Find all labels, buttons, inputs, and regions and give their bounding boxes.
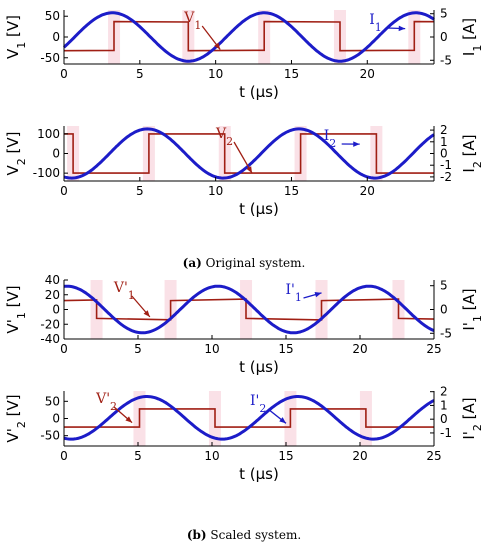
x-tick-label: 0	[60, 67, 68, 81]
y2-tick-label: -5	[440, 326, 452, 340]
series-v1-line	[63, 20, 435, 52]
x-tick-label: 10	[208, 67, 223, 81]
x-axis-title: t (μs)	[239, 83, 279, 101]
x-tick-label: 20	[352, 449, 367, 463]
y-tick-label: 20	[45, 288, 60, 302]
y-tick-label: 100	[37, 127, 60, 141]
annotation-label: V'2	[95, 391, 117, 413]
annotation-arrowhead	[279, 417, 286, 424]
x-tick-label: 5	[136, 67, 144, 81]
annotation-arrowhead	[246, 166, 253, 174]
x-axis-title: t (μs)	[239, 465, 279, 483]
x-tick-label: 15	[278, 342, 293, 356]
x-tick-label: 20	[352, 342, 367, 356]
x-tick-label: 10	[208, 184, 223, 198]
y2-tick-label: -5	[440, 53, 452, 67]
annotation-label: I2	[324, 128, 337, 150]
caption-b: (b) Scaled system.	[187, 528, 301, 542]
x-axis-title: t (μs)	[239, 200, 279, 218]
y2-axis-title: I2 [A]	[460, 134, 484, 172]
x-tick-label: 10	[204, 449, 219, 463]
y-tick-label: -50	[40, 429, 60, 443]
y-tick-label: 50	[45, 394, 60, 408]
y-axis-title: V'1 [V]	[4, 285, 28, 333]
x-tick-label: 20	[360, 67, 375, 81]
x-tick-label: 0	[60, 184, 68, 198]
x-tick-label: 5	[136, 184, 144, 198]
x-tick-label: 15	[284, 184, 299, 198]
y2-tick-label: 0	[440, 30, 448, 44]
y-tick-label: -40	[40, 332, 60, 346]
series-vp2-line	[64, 408, 434, 428]
annotation-label: I'1	[286, 282, 302, 304]
annotation-label: V2	[215, 126, 233, 148]
y2-tick-label: 5	[440, 279, 448, 293]
series-i1-line	[62, 11, 435, 63]
annotation-arrowhead	[214, 42, 221, 50]
series-ip1-line	[63, 284, 435, 335]
y2-tick-label: 2	[440, 123, 448, 137]
y2-tick-label: 1	[440, 135, 448, 149]
y2-tick-label: -2	[440, 170, 452, 184]
annotation-label: V1	[183, 10, 201, 32]
caption-a: (a) Original system.	[183, 256, 306, 270]
annotation-arrowhead	[314, 292, 322, 298]
annotation-arrowhead	[398, 25, 406, 32]
x-tick-label: 5	[134, 449, 142, 463]
y-tick-label: 0	[52, 412, 60, 426]
y2-tick-label: 1	[440, 398, 448, 412]
y-tick-label: -100	[33, 166, 60, 180]
annotation-label: I'2	[250, 393, 266, 415]
y-axis-title: V2 [V]	[4, 132, 28, 176]
series-i2-line	[63, 127, 435, 180]
y-tick-label: 0	[52, 303, 60, 317]
annotation-arrowhead	[125, 416, 133, 423]
series-v2-line	[64, 133, 434, 174]
x-tick-label: 15	[278, 449, 293, 463]
series-ip2-line	[63, 395, 435, 441]
y2-axis-title: I'2 [A]	[460, 397, 484, 439]
y-tick-label: 40	[45, 273, 60, 287]
x-tick-label: 10	[204, 342, 219, 356]
x-tick-label: 5	[134, 342, 142, 356]
annotation-arrowhead	[143, 310, 150, 317]
y-axis-title: V1 [V]	[4, 15, 28, 59]
y2-tick-label: 2	[440, 385, 448, 399]
x-tick-label: 0	[60, 449, 68, 463]
y-tick-label: 0	[52, 147, 60, 161]
annotation-label: V'1	[113, 280, 135, 302]
annotation-arrowhead	[353, 141, 360, 147]
y2-tick-label: 5	[440, 7, 448, 21]
x-tick-label: 0	[60, 342, 68, 356]
y-tick-label: 0	[52, 30, 60, 44]
annotation-label: I1	[369, 12, 382, 34]
x-tick-label: 20	[360, 184, 375, 198]
y2-axis-title: I1 [A]	[460, 18, 484, 56]
y2-tick-label: 0	[440, 147, 448, 161]
x-axis-title: t (μs)	[239, 358, 279, 376]
y2-tick-label: -1	[440, 158, 452, 172]
x-tick-label: 25	[426, 342, 441, 356]
y2-axis-title: I'1 [A]	[460, 288, 484, 330]
y2-tick-label: 0	[440, 412, 448, 426]
y-tick-label: -20	[40, 317, 60, 331]
y-tick-label: -50	[40, 51, 60, 65]
y2-tick-label: 0	[440, 303, 448, 317]
x-tick-label: 15	[284, 67, 299, 81]
y-tick-label: 50	[45, 9, 60, 23]
y2-tick-label: -1	[440, 426, 452, 440]
y-axis-title: V'2 [V]	[4, 394, 28, 442]
x-tick-label: 25	[426, 449, 441, 463]
